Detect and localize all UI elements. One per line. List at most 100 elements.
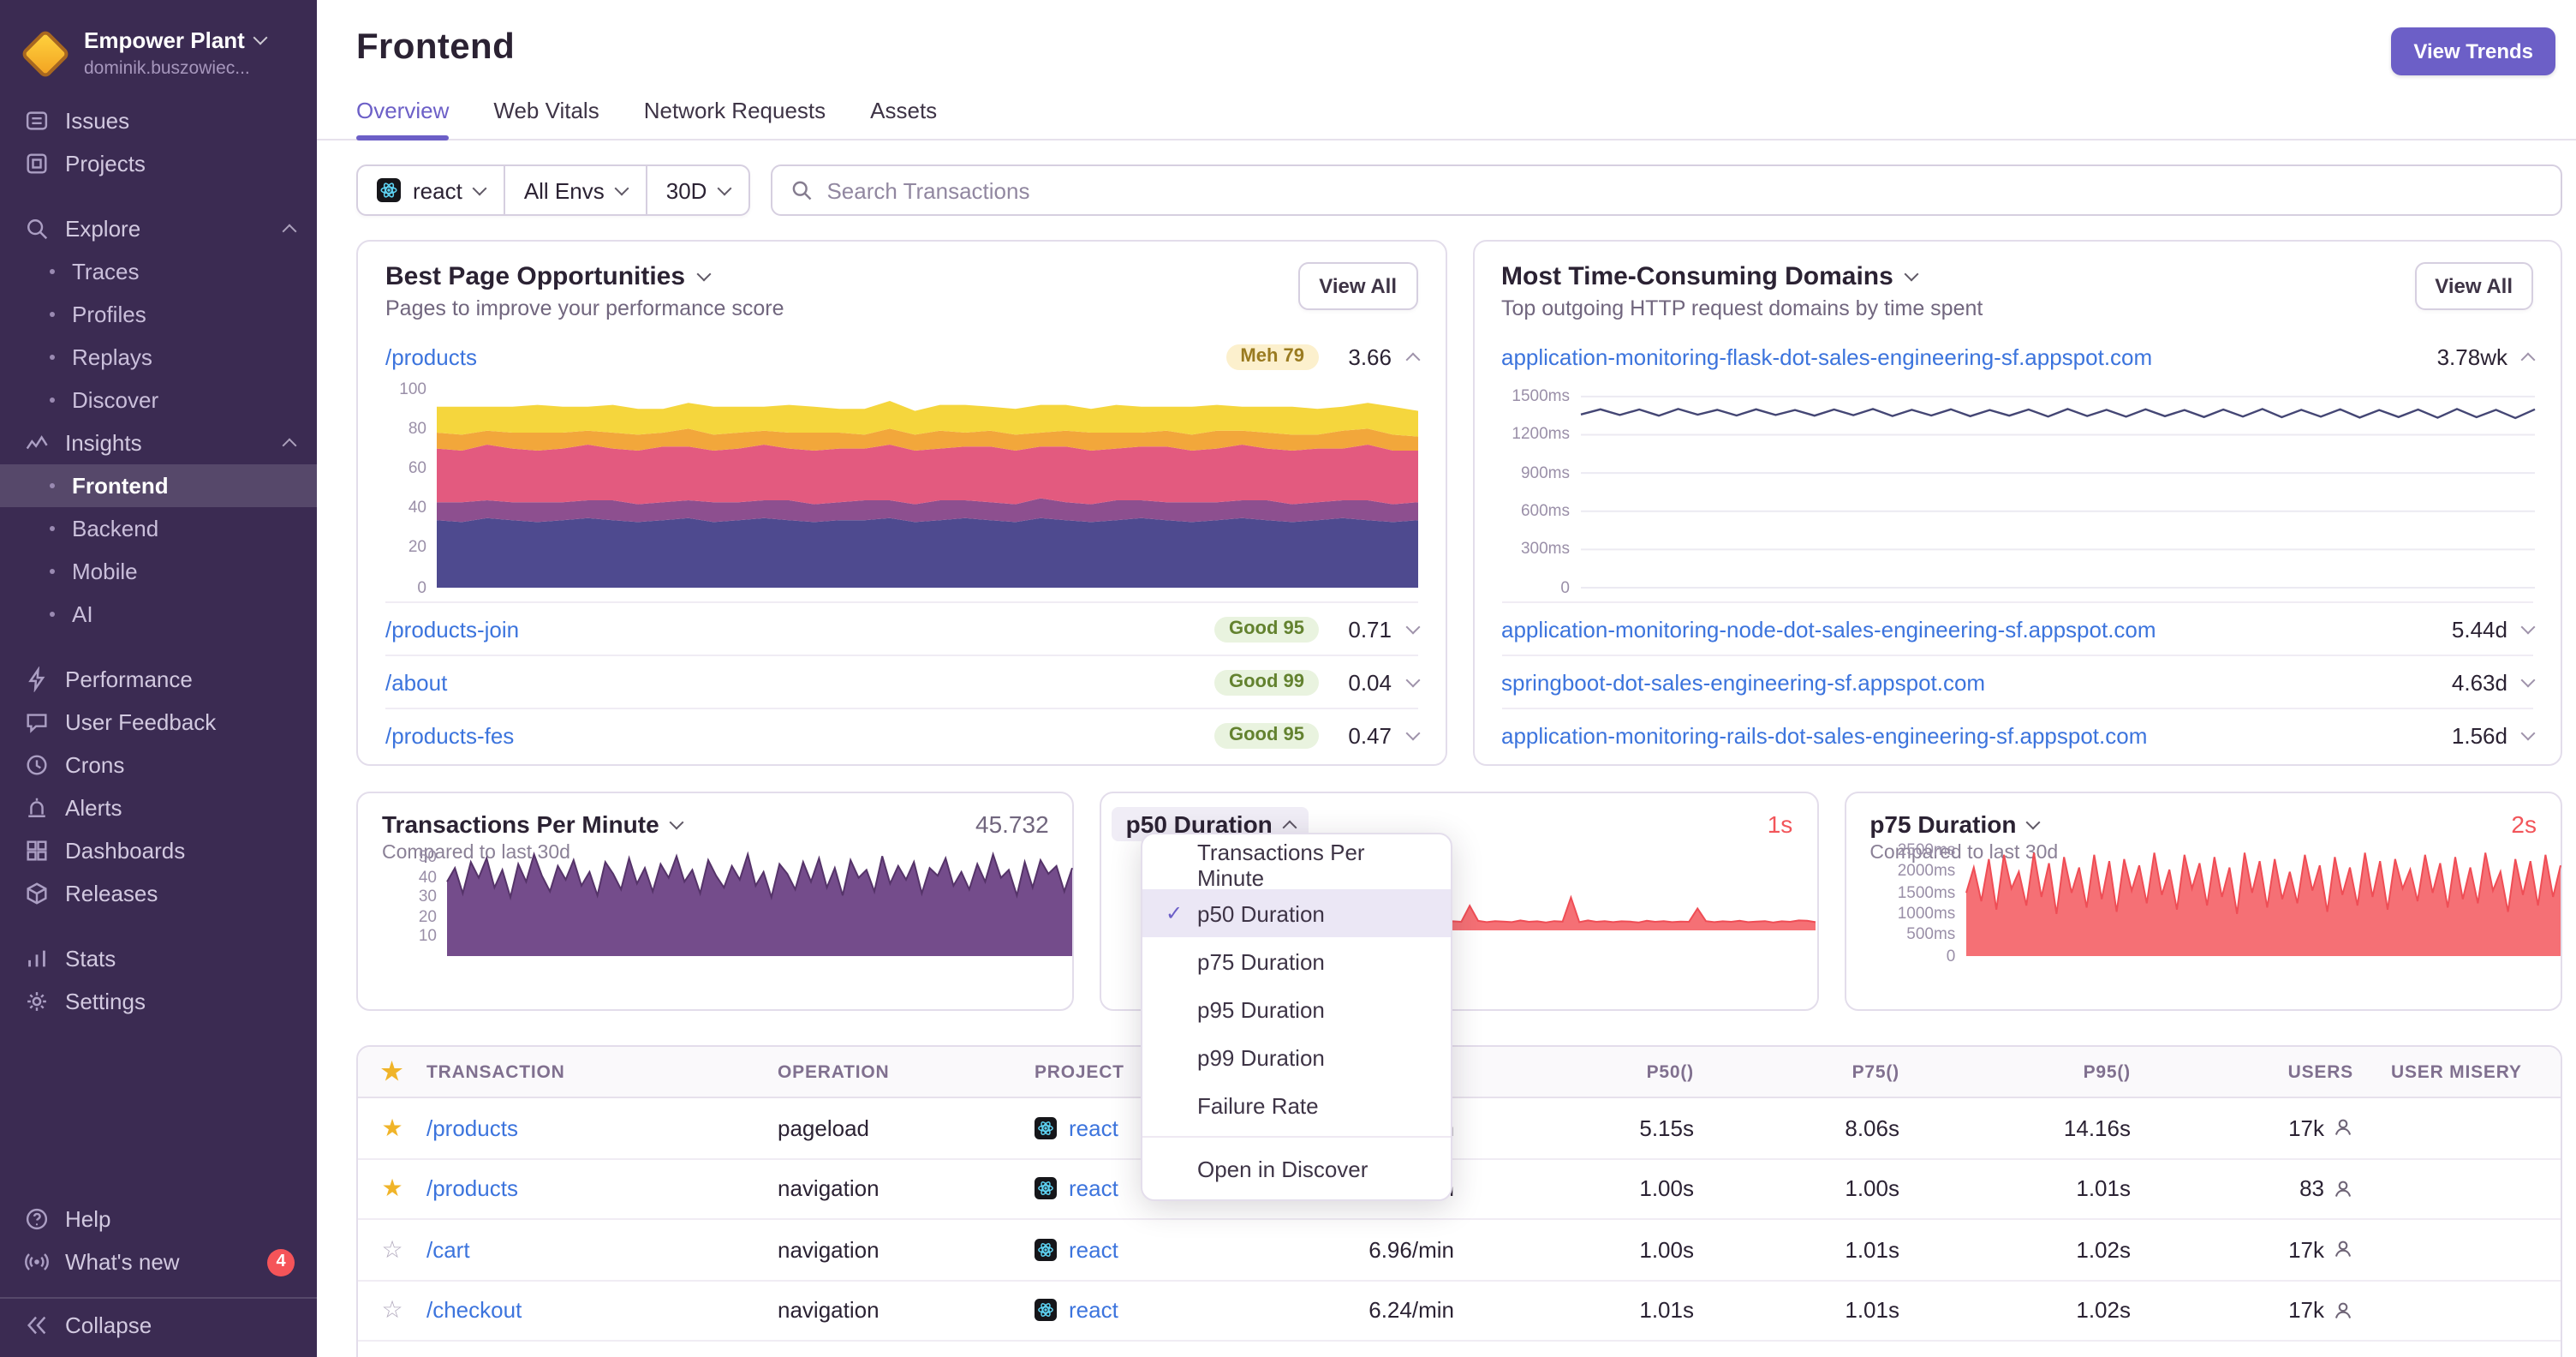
table-row[interactable]: ☆ /cart navigation react 6.96/min 1.00s … bbox=[358, 1220, 2561, 1281]
domain-row[interactable]: application-monitoring-flask-dot-sales-e… bbox=[1501, 331, 2536, 382]
table-row[interactable]: ★ /products navigation react /min 1.00s … bbox=[358, 1159, 2561, 1220]
page-opportunity-row[interactable]: /products-fes Good 95 0.47 bbox=[385, 708, 1420, 761]
menu-item-p95-duration[interactable]: p95 Duration bbox=[1142, 985, 1451, 1033]
column-header-p50[interactable]: P50() bbox=[1646, 1061, 1694, 1082]
chevron-up-icon[interactable] bbox=[1404, 351, 1420, 367]
sidebar-item-alerts[interactable]: Alerts bbox=[0, 786, 317, 829]
column-header-users[interactable]: USERS bbox=[2287, 1061, 2353, 1082]
domain-link[interactable]: application-monitoring-flask-dot-sales-e… bbox=[1501, 344, 2153, 369]
table-row[interactable]: ☆ /products-join pageload react 3.88/min… bbox=[358, 1342, 2561, 1357]
sidebar-item-stats[interactable]: Stats bbox=[0, 937, 317, 980]
page-link[interactable]: /products bbox=[385, 344, 477, 369]
column-header-transaction[interactable]: TRANSACTION bbox=[426, 1061, 565, 1082]
sidebar-item-frontend[interactable]: Frontend bbox=[0, 464, 317, 507]
sidebar-item-replays[interactable]: Replays bbox=[0, 336, 317, 379]
search-input[interactable] bbox=[826, 177, 2543, 203]
sidebar-item-backend[interactable]: Backend bbox=[0, 507, 317, 550]
transaction-search[interactable] bbox=[770, 164, 2562, 216]
project-link[interactable]: react bbox=[1069, 1175, 1118, 1202]
project-filter-dropdown[interactable]: react bbox=[358, 166, 505, 214]
sidebar-group-explore[interactable]: Explore bbox=[0, 207, 317, 250]
operation-cell: pageload bbox=[778, 1115, 869, 1141]
view-trends-button[interactable]: View Trends bbox=[2391, 27, 2555, 75]
domain-row[interactable]: application-monitoring-rails-dot-sales-e… bbox=[1501, 708, 2536, 761]
menu-item-failure-rate[interactable]: Failure Rate bbox=[1142, 1081, 1451, 1129]
column-header-p95[interactable]: P95() bbox=[2083, 1061, 2131, 1082]
tab-network-requests[interactable]: Network Requests bbox=[643, 98, 826, 123]
menu-item-open-in-discover[interactable]: Open in Discover bbox=[1142, 1145, 1451, 1193]
org-switcher[interactable]: Empower Plant dominik.buszowiec... bbox=[0, 14, 317, 99]
project-link[interactable]: react bbox=[1069, 1236, 1118, 1263]
table-row[interactable]: ★ /products pageload react /min 5.15s 8.… bbox=[358, 1098, 2561, 1159]
project-link[interactable]: react bbox=[1069, 1115, 1118, 1141]
chevron-down-icon[interactable] bbox=[2520, 725, 2536, 740]
page-link[interactable]: /products-join bbox=[385, 616, 520, 642]
tab-overview[interactable]: Overview bbox=[356, 98, 450, 140]
chevron-up-icon[interactable] bbox=[2520, 351, 2536, 367]
star-header-icon[interactable]: ★ bbox=[381, 1057, 403, 1085]
column-header-project[interactable]: PROJECT bbox=[1035, 1061, 1124, 1082]
domains-title-dropdown[interactable]: Most Time-Consuming Domains bbox=[1501, 262, 1983, 291]
domain-link[interactable]: application-monitoring-rails-dot-sales-e… bbox=[1501, 722, 2148, 748]
sidebar-item-performance[interactable]: Performance bbox=[0, 658, 317, 701]
column-header-user-misery[interactable]: USER MISERY bbox=[2391, 1061, 2522, 1082]
menu-item-transactions-per-minute[interactable]: Transactions Per Minute bbox=[1142, 840, 1451, 891]
sidebar-item-settings[interactable]: Settings bbox=[0, 980, 317, 1023]
page-link[interactable]: /products-fes bbox=[385, 722, 515, 748]
sidebar-item-issues[interactable]: Issues bbox=[0, 99, 317, 142]
sidebar-item-dashboards[interactable]: Dashboards bbox=[0, 829, 317, 872]
tpm-metric-dropdown[interactable]: Transactions Per Minute bbox=[382, 810, 684, 838]
sidebar-item-whats-new[interactable]: What's new 4 bbox=[0, 1240, 317, 1283]
domain-link[interactable]: springboot-dot-sales-engineering-sf.apps… bbox=[1501, 669, 1986, 695]
tab-assets[interactable]: Assets bbox=[870, 98, 938, 123]
sidebar-item-profiles[interactable]: Profiles bbox=[0, 293, 317, 336]
domain-link[interactable]: application-monitoring-node-dot-sales-en… bbox=[1501, 616, 2156, 642]
star-icon[interactable]: ☆ bbox=[381, 1295, 403, 1324]
p75-metric-dropdown[interactable]: p75 Duration bbox=[1869, 810, 2041, 838]
domains-view-all-button[interactable]: View All bbox=[2414, 262, 2533, 310]
page-link[interactable]: /about bbox=[385, 669, 448, 695]
sidebar-item-user-feedback[interactable]: User Feedback bbox=[0, 701, 317, 744]
star-icon[interactable]: ★ bbox=[381, 1174, 403, 1202]
best-pages-view-all-button[interactable]: View All bbox=[1298, 262, 1417, 310]
best-pages-title-dropdown[interactable]: Best Page Opportunities bbox=[385, 262, 784, 291]
sidebar-item-projects[interactable]: Projects bbox=[0, 142, 317, 185]
sidebar-item-traces[interactable]: Traces bbox=[0, 250, 317, 293]
column-header-p75[interactable]: P75() bbox=[1852, 1061, 1899, 1082]
sidebar-item-ai[interactable]: AI bbox=[0, 593, 317, 636]
sidebar-item-crons[interactable]: Crons bbox=[0, 744, 317, 786]
page-opportunity-row[interactable]: /about Good 99 0.04 bbox=[385, 655, 1420, 708]
environment-filter-dropdown[interactable]: All Envs bbox=[505, 166, 647, 214]
menu-item-p75-duration[interactable]: p75 Duration bbox=[1142, 937, 1451, 985]
table-row[interactable]: ☆ /checkout navigation react 6.24/min 1.… bbox=[358, 1281, 2561, 1342]
chevron-down-icon[interactable] bbox=[1404, 672, 1420, 687]
menu-item-label: Failure Rate bbox=[1197, 1092, 1319, 1118]
sidebar-item-releases[interactable]: Releases bbox=[0, 872, 317, 915]
sidebar-item-mobile[interactable]: Mobile bbox=[0, 550, 317, 593]
sidebar-item-discover[interactable]: Discover bbox=[0, 379, 317, 421]
date-range-filter-dropdown[interactable]: 30D bbox=[647, 166, 748, 214]
sidebar-group-insights[interactable]: Insights bbox=[0, 421, 317, 464]
column-header-operation[interactable]: OPERATION bbox=[778, 1061, 890, 1082]
domain-row[interactable]: application-monitoring-node-dot-sales-en… bbox=[1501, 601, 2536, 655]
star-icon[interactable]: ☆ bbox=[381, 1234, 403, 1263]
bullet-icon bbox=[50, 398, 55, 403]
chevron-down-icon[interactable] bbox=[2520, 619, 2536, 634]
transaction-link[interactable]: /products bbox=[426, 1175, 518, 1202]
page-opportunity-row[interactable]: /products-join Good 95 0.71 bbox=[385, 601, 1420, 655]
sidebar-item-help[interactable]: Help bbox=[0, 1198, 317, 1240]
project-link[interactable]: react bbox=[1069, 1297, 1118, 1324]
sidebar-collapse-button[interactable]: Collapse bbox=[0, 1297, 317, 1340]
menu-item-p99-duration[interactable]: p99 Duration bbox=[1142, 1033, 1451, 1081]
menu-item-p50-duration[interactable]: ✓ p50 Duration bbox=[1142, 889, 1451, 937]
tab-web-vitals[interactable]: Web Vitals bbox=[493, 98, 599, 123]
transaction-link[interactable]: /products bbox=[426, 1115, 518, 1141]
page-opportunity-row[interactable]: /products Meh 79 3.66 bbox=[385, 331, 1420, 382]
chevron-down-icon[interactable] bbox=[1404, 725, 1420, 740]
transaction-link[interactable]: /cart bbox=[426, 1236, 470, 1263]
domain-row[interactable]: springboot-dot-sales-engineering-sf.apps… bbox=[1501, 655, 2536, 708]
chevron-down-icon[interactable] bbox=[1404, 619, 1420, 634]
star-icon[interactable]: ★ bbox=[381, 1113, 403, 1141]
chevron-down-icon[interactable] bbox=[2520, 672, 2536, 687]
transaction-link[interactable]: /checkout bbox=[426, 1297, 522, 1324]
